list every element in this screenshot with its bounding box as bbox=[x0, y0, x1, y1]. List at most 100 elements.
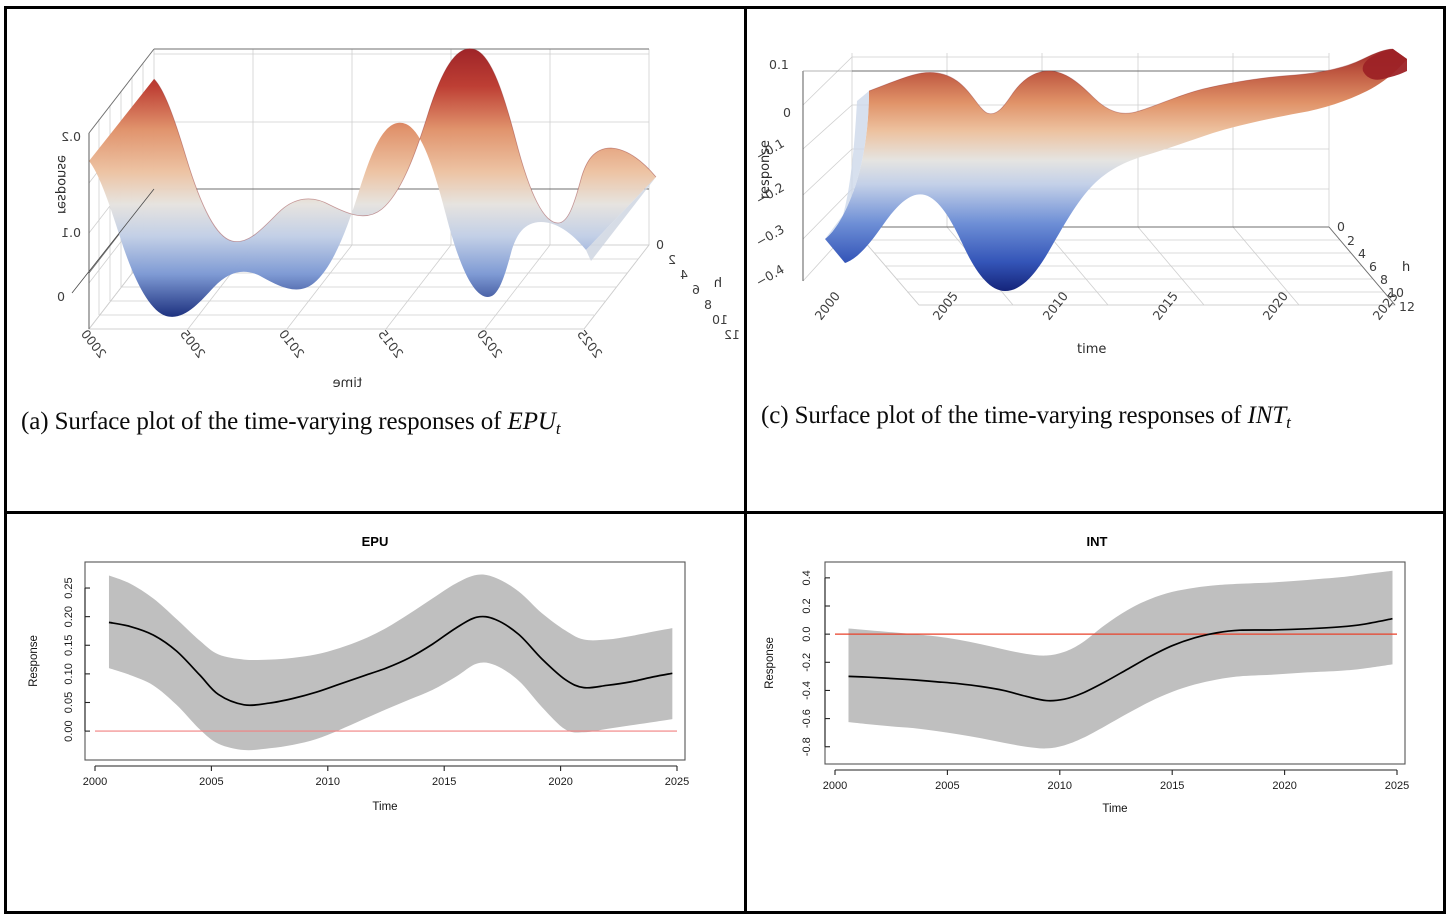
panel-a-h-tick-6: 12 bbox=[724, 327, 740, 342]
y-tick-label: 0.25 bbox=[63, 577, 75, 598]
x-tick-label: 2000 bbox=[823, 780, 847, 792]
panel-c-time-label: time bbox=[1077, 342, 1106, 357]
x-tick-label: 2025 bbox=[1385, 780, 1409, 792]
y-tick-label: 0.2 bbox=[801, 598, 813, 613]
y-tick-label: 0.0 bbox=[801, 626, 813, 641]
y-tick-label: 0.4 bbox=[801, 570, 813, 585]
panel-c-time-tick-3: 2015 bbox=[1150, 289, 1181, 323]
panel-c-z-tick-1: 0 bbox=[783, 105, 791, 120]
panel-b-title: EPU bbox=[362, 534, 389, 549]
panel-d-y-axis: -0.8 -0.6 -0.4 -0.2 0.0 0.2 0.4 bbox=[801, 570, 830, 756]
panel-c-z-tick-4: −0.3 bbox=[753, 221, 787, 249]
x-tick-label: 2010 bbox=[316, 776, 340, 788]
panel-a-caption-text: Surface plot of the time-varying respons… bbox=[54, 408, 502, 435]
panel-c-h-tick-3: 6 bbox=[1369, 259, 1377, 274]
panel-c-time-tick-1: 2005 bbox=[930, 289, 961, 323]
panel-a-surface-mesh bbox=[89, 48, 657, 317]
panel-c-h-tick-4: 8 bbox=[1380, 272, 1388, 287]
x-tick-label: 2015 bbox=[1160, 780, 1184, 792]
y-tick-label: 0.15 bbox=[63, 635, 75, 656]
panel-a-time-label: time bbox=[333, 376, 362, 391]
panel-d-x-axis-label: Time bbox=[1102, 803, 1127, 815]
panel-c-time-tick-2: 2010 bbox=[1040, 289, 1071, 323]
panel-c-caption-math-sub: t bbox=[1286, 412, 1291, 432]
panel-c-h-tick-5: 10 bbox=[1388, 285, 1404, 300]
panel-c-surface-plot: 0.1 0 −0.1 −0.2 −0.3 −0.4 response 2000 … bbox=[747, 9, 1443, 397]
panel-d-mean-line bbox=[848, 617, 1393, 702]
y-tick-label: 0.20 bbox=[63, 606, 75, 627]
panel-a-h-label: h bbox=[714, 276, 722, 291]
y-tick-label: 0.00 bbox=[63, 720, 75, 741]
panel-a-cell: 0.2 0.1 0 response 0 2 4 6 8 10 12 h bbox=[7, 9, 747, 514]
panel-d-svg: INT -0.8-0.6-0.4-0.20.00.20.4 2000 2005 20… bbox=[764, 534, 1409, 815]
panel-d-title: INT bbox=[1087, 534, 1108, 549]
panel-c-caption-text: Surface plot of the time-varying respons… bbox=[794, 402, 1242, 429]
panel-a-h-tick-2: 4 bbox=[680, 267, 688, 282]
panel-b-cell: EPU 0.00 0.05 0.10 0.15 0.20 0.25 2000 2005 201… bbox=[7, 514, 747, 911]
panel-c-h-tick-6: 12 bbox=[1399, 299, 1415, 314]
panel-a-h-tick-5: 10 bbox=[712, 312, 728, 327]
panel-d-confidence-band bbox=[848, 570, 1393, 749]
panel-a-z-axis bbox=[71, 133, 155, 329]
panel-a-time-tick-1: 2020 bbox=[474, 327, 505, 361]
panel-c-z-tick-0: 0.1 bbox=[769, 57, 789, 72]
panel-c-h-tick-1: 2 bbox=[1347, 233, 1355, 248]
panel-a-surface-plot: 0.2 0.1 0 response 0 2 4 6 8 10 12 h bbox=[7, 9, 744, 399]
panel-b-mean-line bbox=[108, 615, 673, 707]
x-tick-label: 2025 bbox=[665, 776, 689, 788]
x-tick-label: 2010 bbox=[1048, 780, 1072, 792]
y-tick-label: -0.8 bbox=[801, 737, 813, 756]
panel-a-time-tick-5: 2000 bbox=[78, 327, 109, 361]
panel-b-x-axis: 2000 2005 2010 2015 2020 2025 bbox=[83, 765, 689, 788]
x-tick-label: 2015 bbox=[432, 776, 456, 788]
panel-c-svg: 0.1 0 −0.1 −0.2 −0.3 −0.4 response 2000 … bbox=[753, 48, 1415, 357]
panel-b-y-axis: 0.00 0.05 0.10 0.15 0.20 0.25 bbox=[63, 577, 90, 742]
panel-c-axis-edges bbox=[852, 70, 1396, 306]
panel-a-caption-math-sub: t bbox=[555, 418, 561, 438]
panel-a-z-tick-0: 0.2 bbox=[61, 129, 81, 144]
panel-c-z-axis bbox=[802, 70, 852, 281]
panel-c-cell: 0.1 0 −0.1 −0.2 −0.3 −0.4 response 2000 … bbox=[747, 9, 1443, 514]
panel-d-line-plot: INT -0.8 -0.6 -0.4 -0.2 0.0 0.2 0.4 2000 2005 20… bbox=[747, 520, 1443, 820]
panel-a-h-tick-0: 0 bbox=[656, 237, 664, 252]
panel-a-time-tick-2: 2015 bbox=[375, 327, 406, 361]
panel-b-line-plot: EPU 0.00 0.05 0.10 0.15 0.20 0.25 2000 2005 201… bbox=[7, 520, 744, 820]
x-tick-label: 2000 bbox=[83, 776, 107, 788]
y-tick-label: 0.10 bbox=[63, 663, 75, 684]
panel-a-svg: 0.2 0.1 0 response 0 2 4 6 8 10 12 h bbox=[54, 48, 740, 391]
panel-a-time-tick-0: 2025 bbox=[574, 327, 605, 361]
x-tick-label: 2005 bbox=[199, 776, 223, 788]
panel-c-surface-mesh bbox=[825, 48, 1407, 291]
panel-c-z-label: response bbox=[758, 140, 773, 199]
panel-c-h-label: h bbox=[1402, 260, 1410, 275]
panel-c-floor-grid bbox=[851, 226, 1396, 306]
panel-a-time-tick-3: 2010 bbox=[276, 327, 307, 361]
panel-b-y-axis-label: Response bbox=[28, 635, 40, 687]
panel-d-y-axis-label: Response bbox=[764, 637, 776, 689]
panel-a-z-label: response bbox=[54, 155, 69, 214]
panel-a-caption: (a) Surface plot of the time-varying res… bbox=[21, 407, 734, 438]
panel-a-caption-prefix: (a) bbox=[21, 408, 49, 435]
y-tick-label: -0.2 bbox=[801, 653, 813, 672]
panel-c-caption: (c) Surface plot of the time-varying res… bbox=[761, 401, 1433, 432]
panel-d-x-axis: 2000 2005 2010 2015 2020 2025 bbox=[823, 769, 1409, 792]
x-tick-label: 2020 bbox=[548, 776, 572, 788]
panel-c-h-tick-2: 4 bbox=[1358, 246, 1366, 261]
y-tick-label: 0.05 bbox=[63, 692, 75, 713]
panel-b-confidence-band bbox=[108, 574, 673, 751]
panel-c-time-tick-0: 2000 bbox=[812, 289, 843, 323]
panel-a-caption-math: EPU bbox=[507, 408, 556, 435]
panel-b-x-axis-label: Time bbox=[372, 801, 397, 813]
panel-c-caption-prefix: (c) bbox=[761, 402, 789, 429]
panel-a-h-tick-4: 8 bbox=[704, 297, 712, 312]
panel-c-caption-math: INT bbox=[1247, 402, 1287, 429]
panel-b-svg: EPU 0.00 0.05 0.10 0.15 0.20 0.25 2000 2005 201… bbox=[28, 534, 689, 813]
x-tick-label: 2020 bbox=[1272, 780, 1296, 792]
panel-c-time-tick-4: 2020 bbox=[1260, 289, 1291, 323]
panel-c-h-tick-0: 0 bbox=[1337, 219, 1345, 234]
panel-a-z-tick-1: 0.1 bbox=[61, 225, 81, 240]
panel-a-time-tick-4: 2005 bbox=[177, 327, 208, 361]
panel-a-z-tick-2: 0 bbox=[57, 289, 65, 304]
panel-a-h-tick-1: 2 bbox=[668, 252, 676, 267]
